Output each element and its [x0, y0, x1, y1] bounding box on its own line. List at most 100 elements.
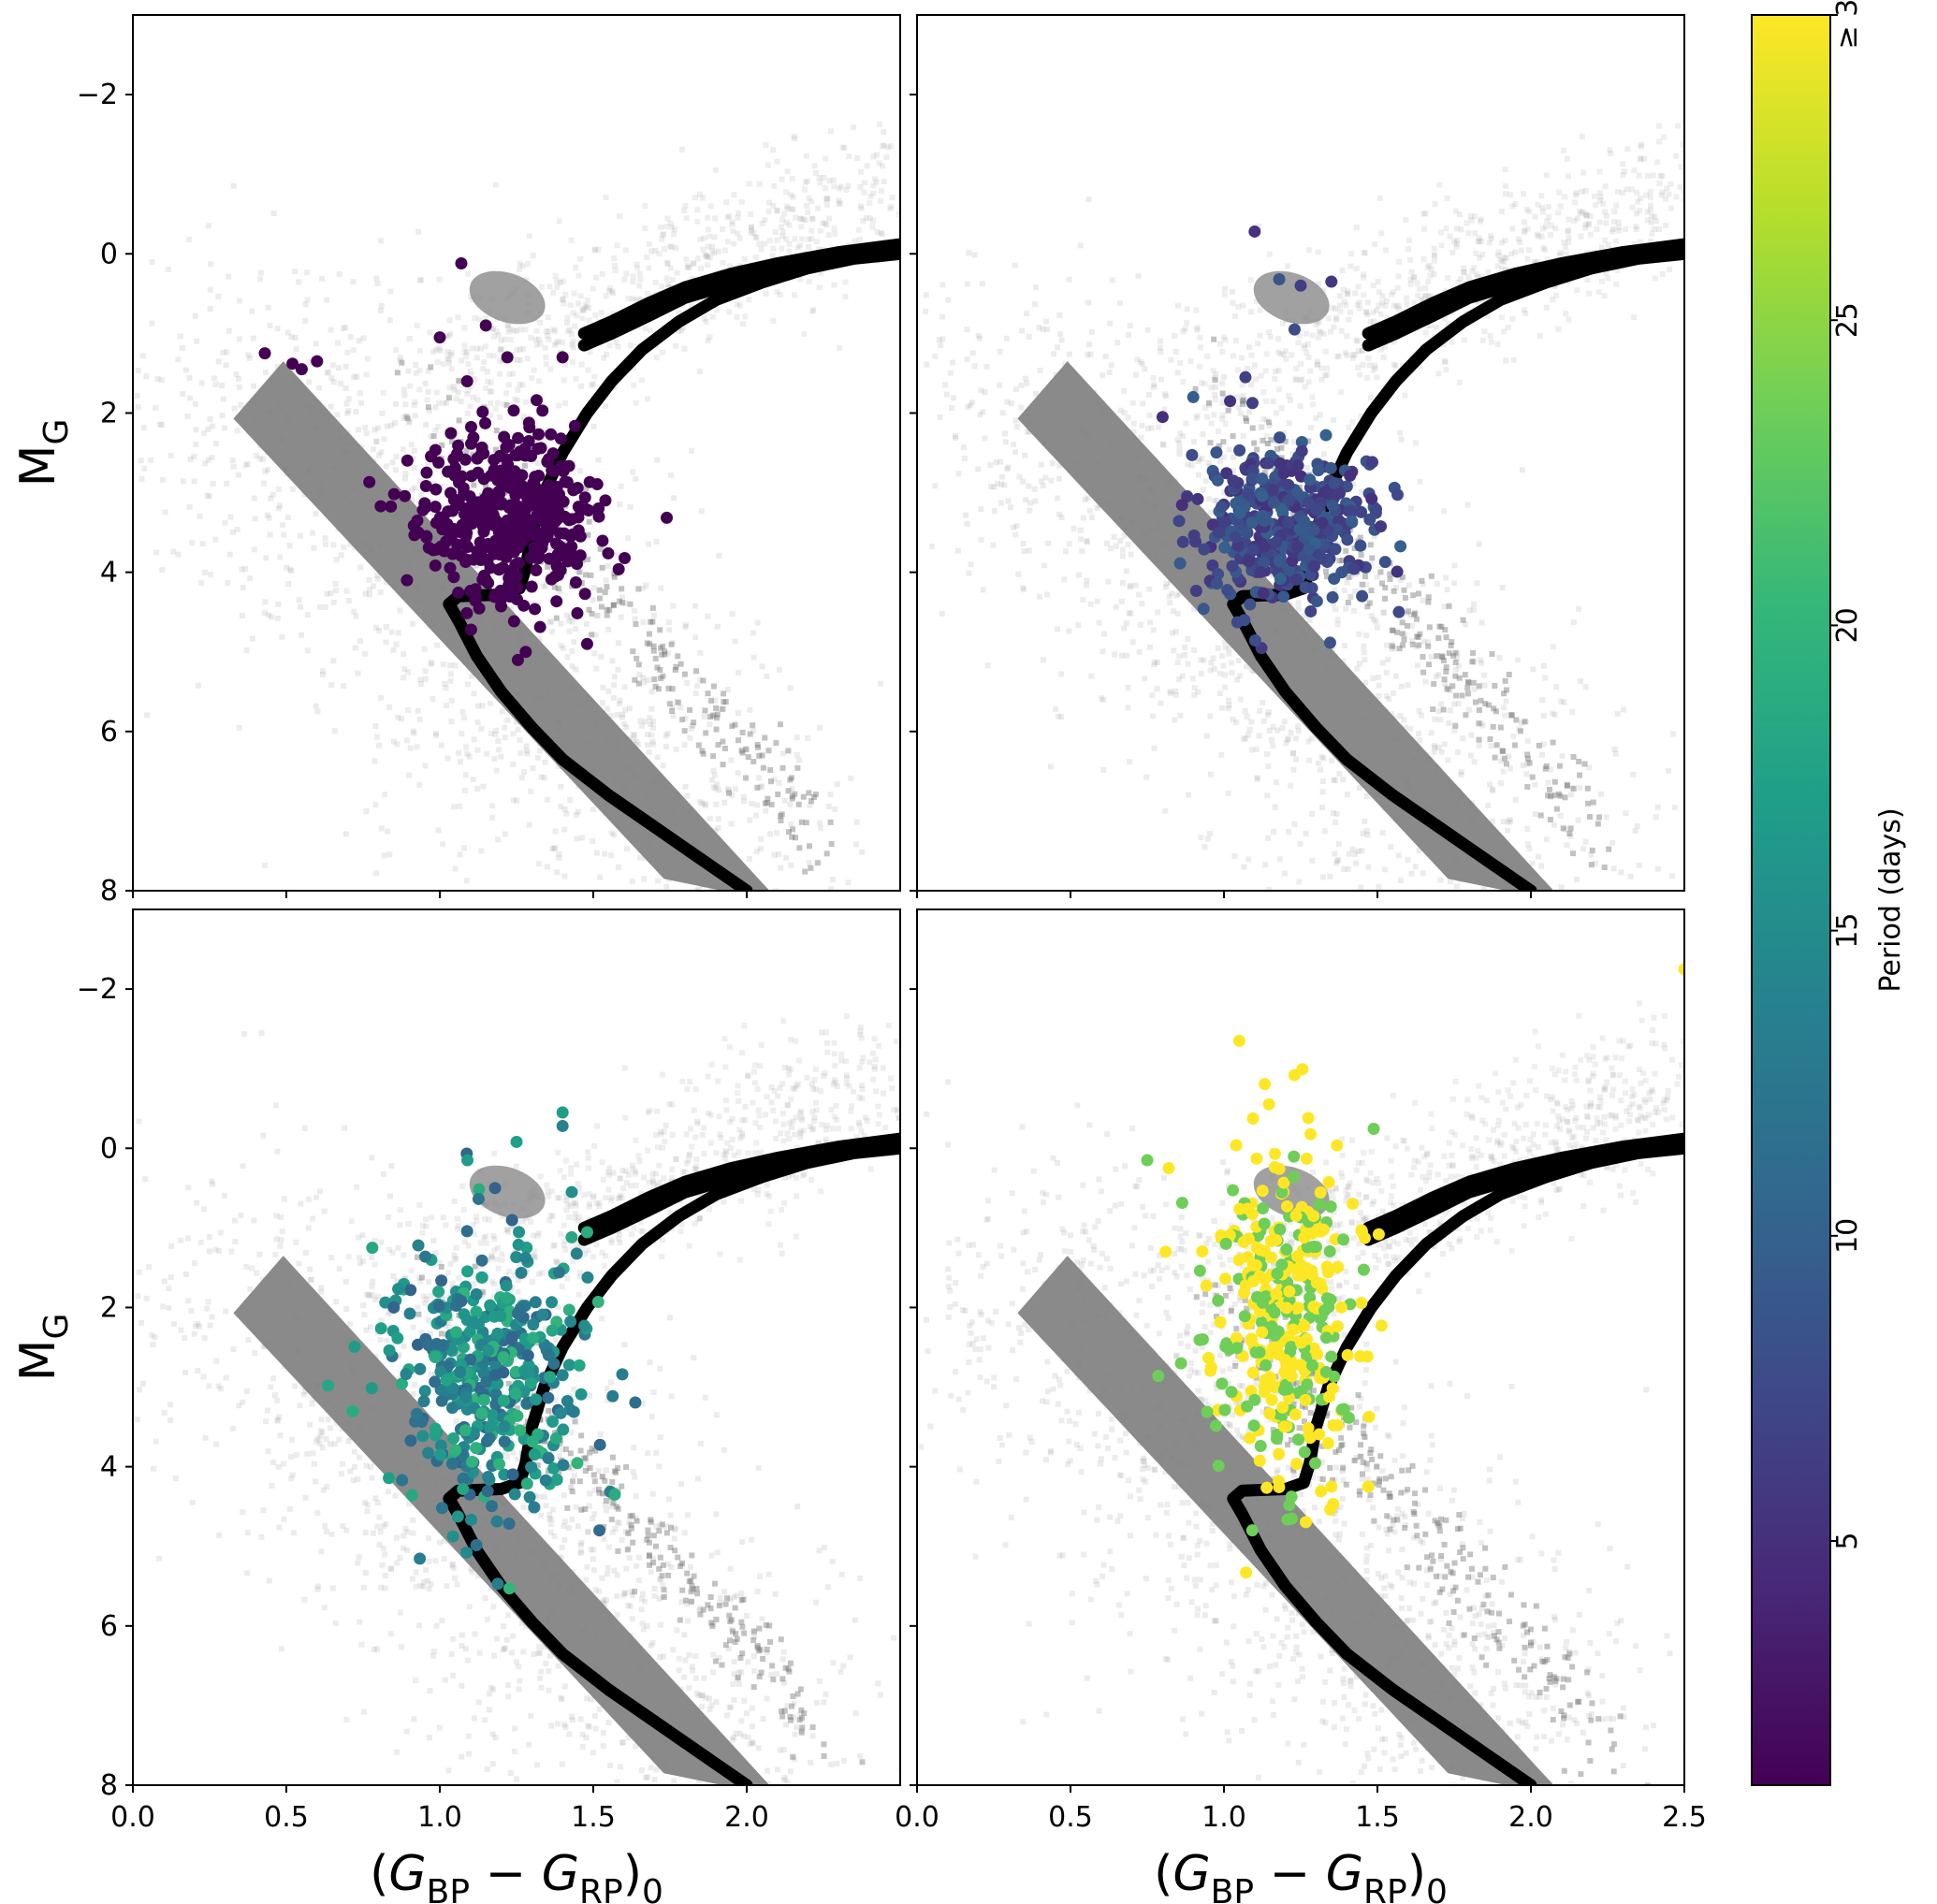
density-cell: [858, 849, 865, 855]
density-cell: [510, 371, 517, 377]
density-cell: [1452, 666, 1459, 673]
density-cell: [763, 142, 769, 149]
density-cell: [1100, 648, 1106, 655]
density-cell: [302, 301, 309, 308]
density-cell: [262, 468, 269, 474]
density-cell: [687, 734, 693, 741]
density-cell: [826, 178, 833, 184]
density-cell: [1540, 741, 1547, 748]
density-cell: [1264, 441, 1271, 447]
density-cell: [770, 202, 777, 209]
density-cell: [1476, 742, 1482, 749]
density-cell: [655, 686, 662, 692]
density-cell: [1381, 343, 1388, 350]
data-point: [578, 491, 591, 504]
density-cell: [1058, 515, 1065, 521]
density-cell: [165, 266, 171, 272]
density-cell: [504, 323, 511, 329]
density-cell: [542, 759, 548, 765]
density-cell: [186, 374, 193, 381]
data-point: [619, 551, 632, 564]
density-cell: [561, 873, 568, 879]
density-cell: [678, 327, 685, 334]
density-cell: [1056, 462, 1063, 469]
density-cell: [1580, 169, 1587, 176]
density-cell: [586, 518, 592, 525]
density-cell: [1609, 839, 1616, 846]
density-cell: [1289, 512, 1296, 518]
density-cell: [1384, 298, 1391, 304]
data-point: [522, 434, 535, 447]
density-cell: [646, 631, 652, 637]
density-cell: [789, 793, 795, 800]
data-point: [452, 586, 465, 599]
density-cell: [624, 846, 631, 852]
density-cell: [1088, 673, 1095, 679]
data-point: [532, 428, 546, 441]
y-tick-label: 0: [100, 238, 118, 270]
density-cell: [997, 382, 1003, 388]
density-cell: [570, 338, 576, 344]
density-cell: [1343, 302, 1349, 309]
density-cell: [712, 215, 719, 222]
density-cell: [1407, 612, 1414, 618]
density-cell: [1320, 451, 1327, 458]
density-cell: [725, 790, 732, 796]
density-cell: [1363, 310, 1370, 316]
density-cell: [148, 457, 154, 463]
density-cell: [1503, 191, 1509, 197]
density-cell: [503, 390, 510, 397]
density-cell: [1420, 225, 1427, 232]
density-cell: [604, 606, 610, 613]
density-cell: [1384, 315, 1391, 322]
density-cell: [997, 348, 1003, 355]
density-cell: [1005, 498, 1012, 504]
density-cell: [726, 212, 733, 219]
density-cell: [1420, 597, 1426, 603]
density-cell: [1319, 805, 1326, 811]
density-cell: [464, 391, 471, 398]
density-cell: [1671, 804, 1678, 810]
density-cell: [827, 819, 834, 825]
density-cell: [1036, 593, 1042, 600]
density-cell: [1369, 555, 1376, 561]
density-cell: [1421, 293, 1428, 299]
density-cell: [222, 425, 228, 431]
density-cell: [1389, 627, 1395, 633]
density-cell: [1155, 659, 1161, 665]
density-cell: [610, 694, 617, 701]
density-cell: [1502, 182, 1508, 189]
density-cell: [1290, 766, 1297, 773]
data-point: [471, 452, 484, 465]
density-cell: [694, 683, 701, 690]
density-cell: [738, 198, 745, 205]
density-cell: [383, 579, 389, 586]
density-cell: [709, 313, 716, 320]
density-cell: [344, 349, 351, 356]
density-cell: [609, 290, 616, 297]
density-cell: [1360, 830, 1366, 836]
density-cell: [639, 377, 646, 384]
density-cell: [1353, 225, 1360, 231]
density-cell: [1332, 777, 1338, 783]
density-cell: [1624, 146, 1631, 153]
density-cell: [263, 369, 269, 375]
density-cell: [1333, 860, 1340, 866]
density-cell: [1587, 231, 1594, 238]
data-point: [1312, 464, 1325, 477]
density-cell: [405, 368, 412, 374]
density-cell: [783, 189, 790, 196]
density-cell: [528, 788, 534, 794]
density-cell: [1633, 224, 1639, 230]
density-cell: [1532, 213, 1538, 220]
density-cell: [1568, 792, 1575, 798]
data-point: [1173, 557, 1187, 570]
density-cell: [1595, 821, 1601, 827]
data-point: [444, 427, 458, 440]
density-cell: [660, 673, 666, 679]
density-cell: [381, 852, 387, 859]
data-point: [295, 363, 308, 376]
density-cell: [465, 270, 472, 277]
data-point: [457, 482, 470, 495]
density-cell: [1270, 742, 1276, 749]
